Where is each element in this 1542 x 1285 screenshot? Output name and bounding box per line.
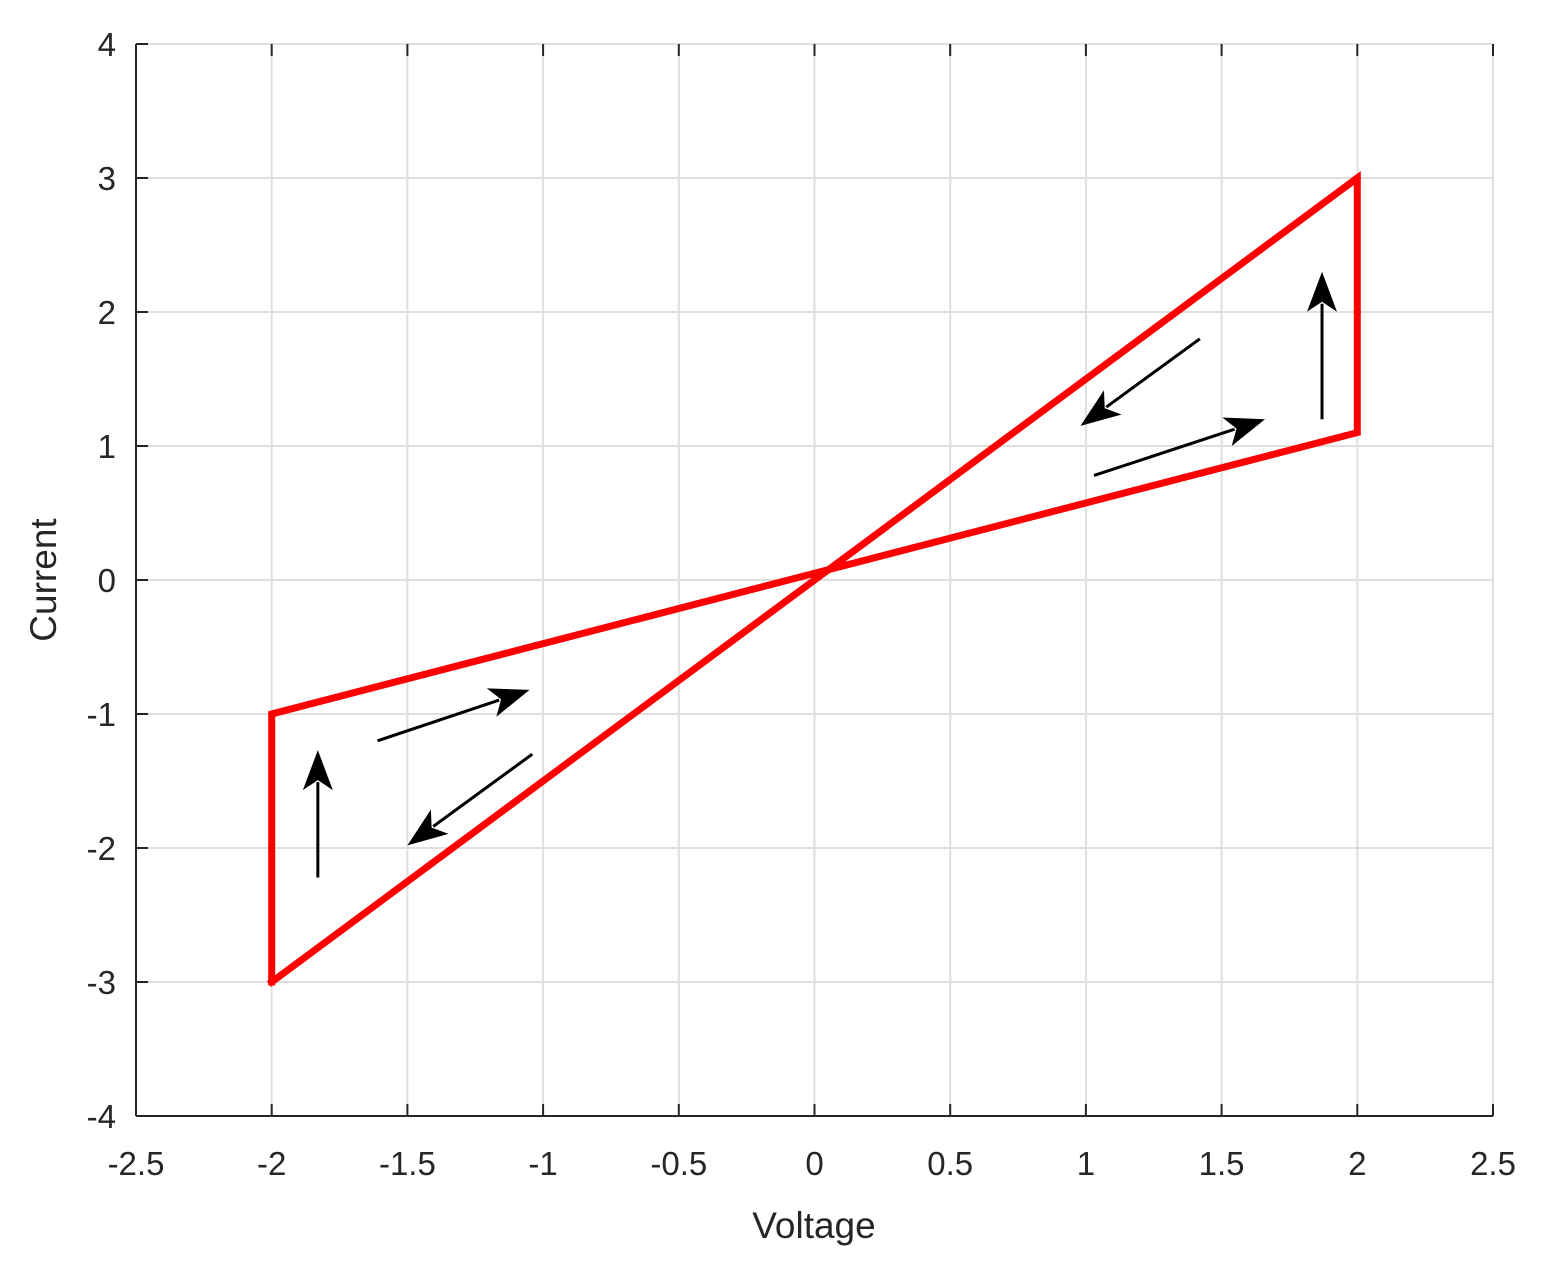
y-tick-label: -2: [87, 830, 116, 867]
x-tick-label: -2: [257, 1145, 286, 1182]
direction-arrowhead: [1307, 271, 1338, 312]
y-tick-label: -3: [87, 964, 116, 1001]
y-tick-label: -1: [87, 696, 116, 733]
series-line: [266, 171, 1361, 987]
y-tick-label: -4: [87, 1098, 116, 1135]
y-tick-label: 4: [98, 26, 116, 63]
y-tick-label: 0: [98, 562, 116, 599]
direction-arrow: [1093, 427, 1236, 477]
axes-layer: [135, 43, 1494, 1117]
direction-arrowhead: [1080, 390, 1122, 426]
direction-arrowhead: [407, 809, 449, 846]
y-axis-title: Current: [23, 518, 64, 642]
x-tick-label: 0.5: [927, 1145, 973, 1182]
y-tick-label: 1: [98, 428, 116, 465]
direction-arrowhead: [486, 688, 530, 717]
x-tick-label: 1.5: [1199, 1145, 1245, 1182]
x-tick-label: 2.5: [1470, 1145, 1516, 1182]
x-tick-label: 2: [1348, 1145, 1366, 1182]
x-tick-label: 1: [1077, 1145, 1095, 1182]
x-tick-labels: -2.5 -2 -1.5 -1 -0.5 0 0.5 1 1.5 2 2.5: [108, 1145, 1516, 1182]
x-tick-label: -1: [528, 1145, 557, 1182]
direction-arrowhead: [302, 750, 333, 791]
x-axis-title: Voltage: [752, 1205, 875, 1246]
direction-arrowhead: [1222, 417, 1266, 446]
y-tick-labels: -4 -3 -2 -1 0 1 2 3 4: [87, 26, 116, 1135]
x-tick-label: -2.5: [108, 1145, 165, 1182]
series-layer: [266, 171, 1361, 987]
direction-arrow: [377, 698, 500, 743]
direction-arrow: [432, 752, 534, 828]
x-tick-label: -1.5: [379, 1145, 436, 1182]
y-tick-label: 2: [98, 294, 116, 331]
direction-arrows: [302, 271, 1338, 878]
y-tick-label: 3: [98, 160, 116, 197]
x-tick-label: -0.5: [650, 1145, 707, 1182]
direction-arrow: [1105, 337, 1201, 409]
x-tick-label: 0: [805, 1145, 823, 1182]
